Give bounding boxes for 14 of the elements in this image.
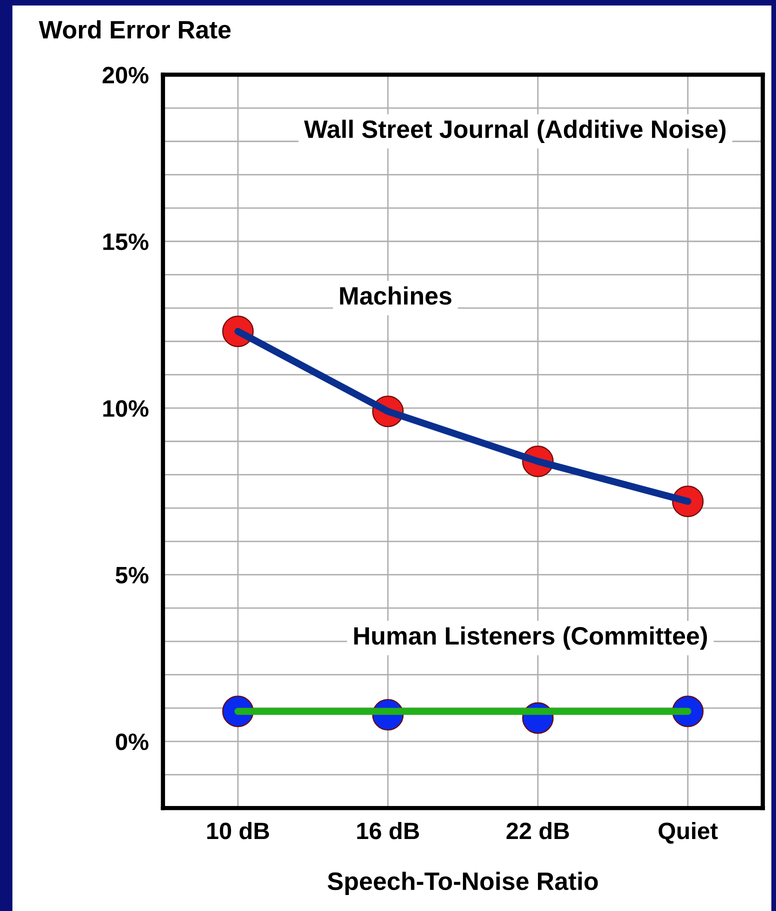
text: Wall Street Journal (Additive Noise) <box>304 120 726 144</box>
x-tick-label: 22 dB <box>506 822 569 840</box>
x-axis-title: Speech-To-Noise Ratio <box>328 872 598 896</box>
y-tick-label: 20% <box>102 66 148 84</box>
y-axis-title: Word Error Rate <box>38 20 231 39</box>
y-tick-label: 5% <box>116 566 148 584</box>
y-tick-label: 15% <box>103 234 148 250</box>
text: Human Listeners (Committee) <box>354 626 707 650</box>
text: Machines <box>340 286 452 305</box>
x-tick-label: 16 dB <box>357 822 419 840</box>
x-tick-label: 10 dB <box>207 822 270 840</box>
y-tick-label: 0% <box>116 733 148 750</box>
y-tick-label: 10% <box>103 400 148 417</box>
x-tick-label: Quiet <box>658 822 718 844</box>
